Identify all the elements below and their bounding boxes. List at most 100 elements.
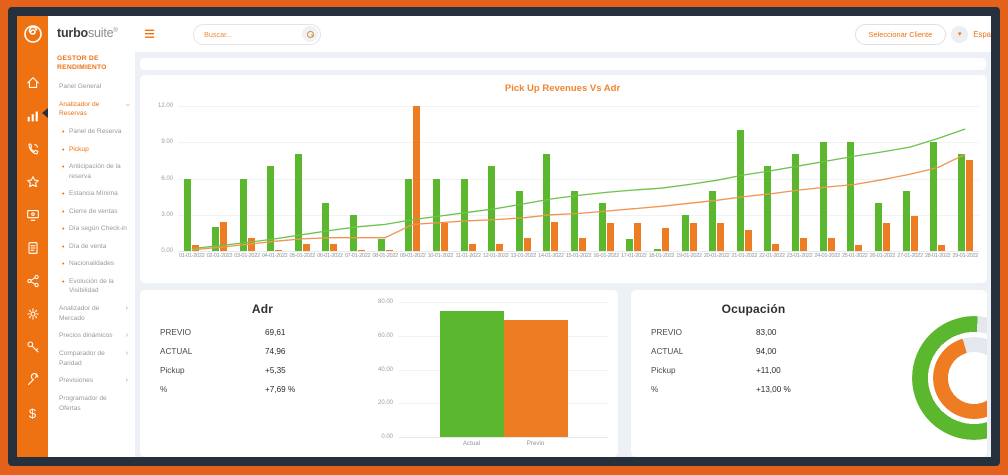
phone-icon[interactable] [25, 140, 41, 158]
client-selector[interactable]: Seleccionar Cliente [854, 23, 947, 45]
chevron-down-icon: › [123, 103, 131, 107]
mini-chart-bar [439, 310, 504, 437]
chart-bar [661, 228, 669, 251]
document-icon[interactable] [25, 239, 41, 257]
screen-icon[interactable] [25, 206, 41, 224]
sidebar-item-evoluci-n-de-la-visibilidad[interactable]: • Evolución de la Visibilidad [57, 277, 128, 296]
chart-bar [211, 226, 219, 251]
x-tick-label: 15-01-2022 [565, 253, 592, 259]
sidebar-item-analizador-de-mercado[interactable]: Analizador de Mercado › [57, 304, 128, 323]
x-tick-label: Previo [526, 439, 545, 447]
x-tick-label: 21-01-2022 [731, 253, 758, 259]
analytics-icon[interactable] [25, 107, 41, 125]
chevron-right-icon: › [125, 332, 128, 340]
tools-icon[interactable] [25, 371, 41, 389]
x-tick-label: 06-01-2022 [317, 253, 343, 259]
client-selector-chevron-icon[interactable]: ▾ [951, 25, 969, 43]
sidebar-item-label: Panel General [59, 83, 102, 91]
sidebar-item-label: Comparador de Paridad [59, 350, 105, 367]
chart-bar [302, 243, 310, 251]
bullet-icon: • [62, 128, 65, 136]
stat-row: Pickup +11,00 [651, 366, 856, 375]
sidebar-item-panel-de-reserva[interactable]: • Panel de Reserva [57, 127, 128, 137]
stat-label: Pickup [160, 366, 185, 375]
sidebar-item-programador-de-ofertas[interactable]: Programador de Ofertas [57, 394, 128, 413]
chevron-right-icon: › [125, 305, 128, 312]
language-label[interactable]: Espa [973, 29, 991, 39]
brand-logo: turbosuite® [57, 26, 128, 40]
sidebar-item-precios-din-micos[interactable]: Precios dinámicos › [57, 331, 128, 341]
stat-label: ACTUAL [160, 347, 193, 356]
mini-chart-x-axis: Actual Previo [399, 437, 608, 449]
search-input[interactable] [204, 29, 303, 39]
home-icon[interactable] [25, 74, 41, 92]
gridline [178, 214, 979, 216]
sidebar-item-estancia-m-nima[interactable]: • Estancia Mínima [57, 189, 128, 199]
bar-group [565, 106, 593, 251]
chart-bar [827, 237, 835, 251]
gridline [178, 251, 979, 252]
bar-group [344, 106, 372, 251]
hamburger-menu-icon[interactable]: ≡ [144, 23, 156, 45]
dollar-icon[interactable]: $ [28, 405, 37, 421]
stat-row: PREVIO 83,00 [651, 328, 856, 337]
stat-value: +5,35 [265, 366, 286, 375]
sidebar-item-d-a-de-venta[interactable]: • Día de venta [57, 242, 128, 252]
sidebar-item-label: Pickup [69, 145, 89, 153]
sidebar-item-previsiones[interactable]: Previsiones › [57, 376, 128, 386]
chart-bar [350, 214, 358, 251]
big-chart-y-axis: 12.00 9.00 6.00 3.00 0.00 [146, 103, 178, 254]
search-icon[interactable] [302, 26, 319, 42]
sidebar-item-nacionalidades[interactable]: • Nacionalidades [57, 259, 128, 269]
sidebar-item-cierre-de-ventas[interactable]: • Cierre de ventas [57, 207, 128, 217]
mini-chart-area: 80.00 60.00 40.00 20.00 0.00 [369, 299, 608, 440]
sidebar-item-pickup[interactable]: • Pickup [57, 145, 128, 155]
sidebar-item-comparador-de-paridad[interactable]: Comparador de Paridad › [57, 349, 128, 368]
key-icon[interactable] [25, 338, 41, 356]
bar-group [289, 106, 317, 251]
topbar-right: Seleccionar Cliente ▾ Espa [854, 23, 991, 45]
chevron-right-icon: › [125, 350, 128, 358]
sidebar-collapse-arrow[interactable] [42, 108, 48, 118]
chart-bar [571, 190, 579, 251]
stat-label: ACTUAL [651, 347, 684, 356]
stat-label: % [160, 385, 168, 394]
gridline [178, 178, 979, 180]
sidebar-section-title: GESTOR DE RENDIMIENTO [57, 55, 107, 72]
bar-group [786, 106, 814, 251]
sidebar-item-label: Previsiones [59, 377, 94, 385]
brand-logo-light: suite [87, 26, 114, 40]
big-chart-x-axis: 01-01-2022 02-01-2022 03-01-2022 04-01-2022… [178, 253, 979, 259]
y-tick-label: 0.00 [381, 434, 393, 440]
sidebar-item-anticipaci-n-de-la-reserva[interactable]: • Anticipación de la reserva [57, 162, 128, 181]
chart-bar [322, 202, 330, 251]
share-icon[interactable] [25, 272, 41, 290]
chart-bar [634, 223, 642, 251]
chart-lines [178, 106, 979, 251]
x-tick-label: 20-01-2022 [703, 253, 730, 259]
stat-value: 69,61 [265, 328, 286, 337]
pickup-revenues-chart-card: Pick Up Revenues Vs Adr 12.00 9.00 6.00 3.0… [140, 75, 987, 283]
turbosuite-logo-icon[interactable] [23, 24, 43, 44]
y-tick-label: 9.00 [161, 139, 173, 146]
search-box[interactable] [193, 23, 322, 45]
settings-icon[interactable] [25, 305, 41, 323]
chart-bar [377, 238, 385, 251]
x-tick-label: 03-01-2022 [234, 253, 260, 259]
chart-bar [626, 238, 634, 251]
bar-group [371, 106, 399, 251]
adr-mini-bar-chart: 80.00 60.00 40.00 20.00 0.00 Actual Previo [365, 299, 608, 449]
bar-group [758, 106, 786, 251]
sidebar-item-label: Panel de Reserva [69, 127, 122, 135]
mini-chart-bar [503, 319, 568, 437]
sidebar-item-analizador-de-reservas[interactable]: Analizador de Reservas › [57, 100, 131, 119]
bullet-icon: • [62, 243, 65, 251]
sidebar-item-d-a-seg-n-check-in[interactable]: • Día según Check-in [57, 224, 128, 234]
bullet-icon: • [62, 208, 65, 216]
star-icon[interactable] [25, 173, 41, 191]
sidebar-item-panel-general[interactable]: Panel General [57, 82, 128, 92]
x-tick-label: 24-01-2022 [814, 253, 840, 259]
stat-label: PREVIO [160, 328, 191, 337]
stat-row: ACTUAL 74,96 [160, 347, 365, 356]
